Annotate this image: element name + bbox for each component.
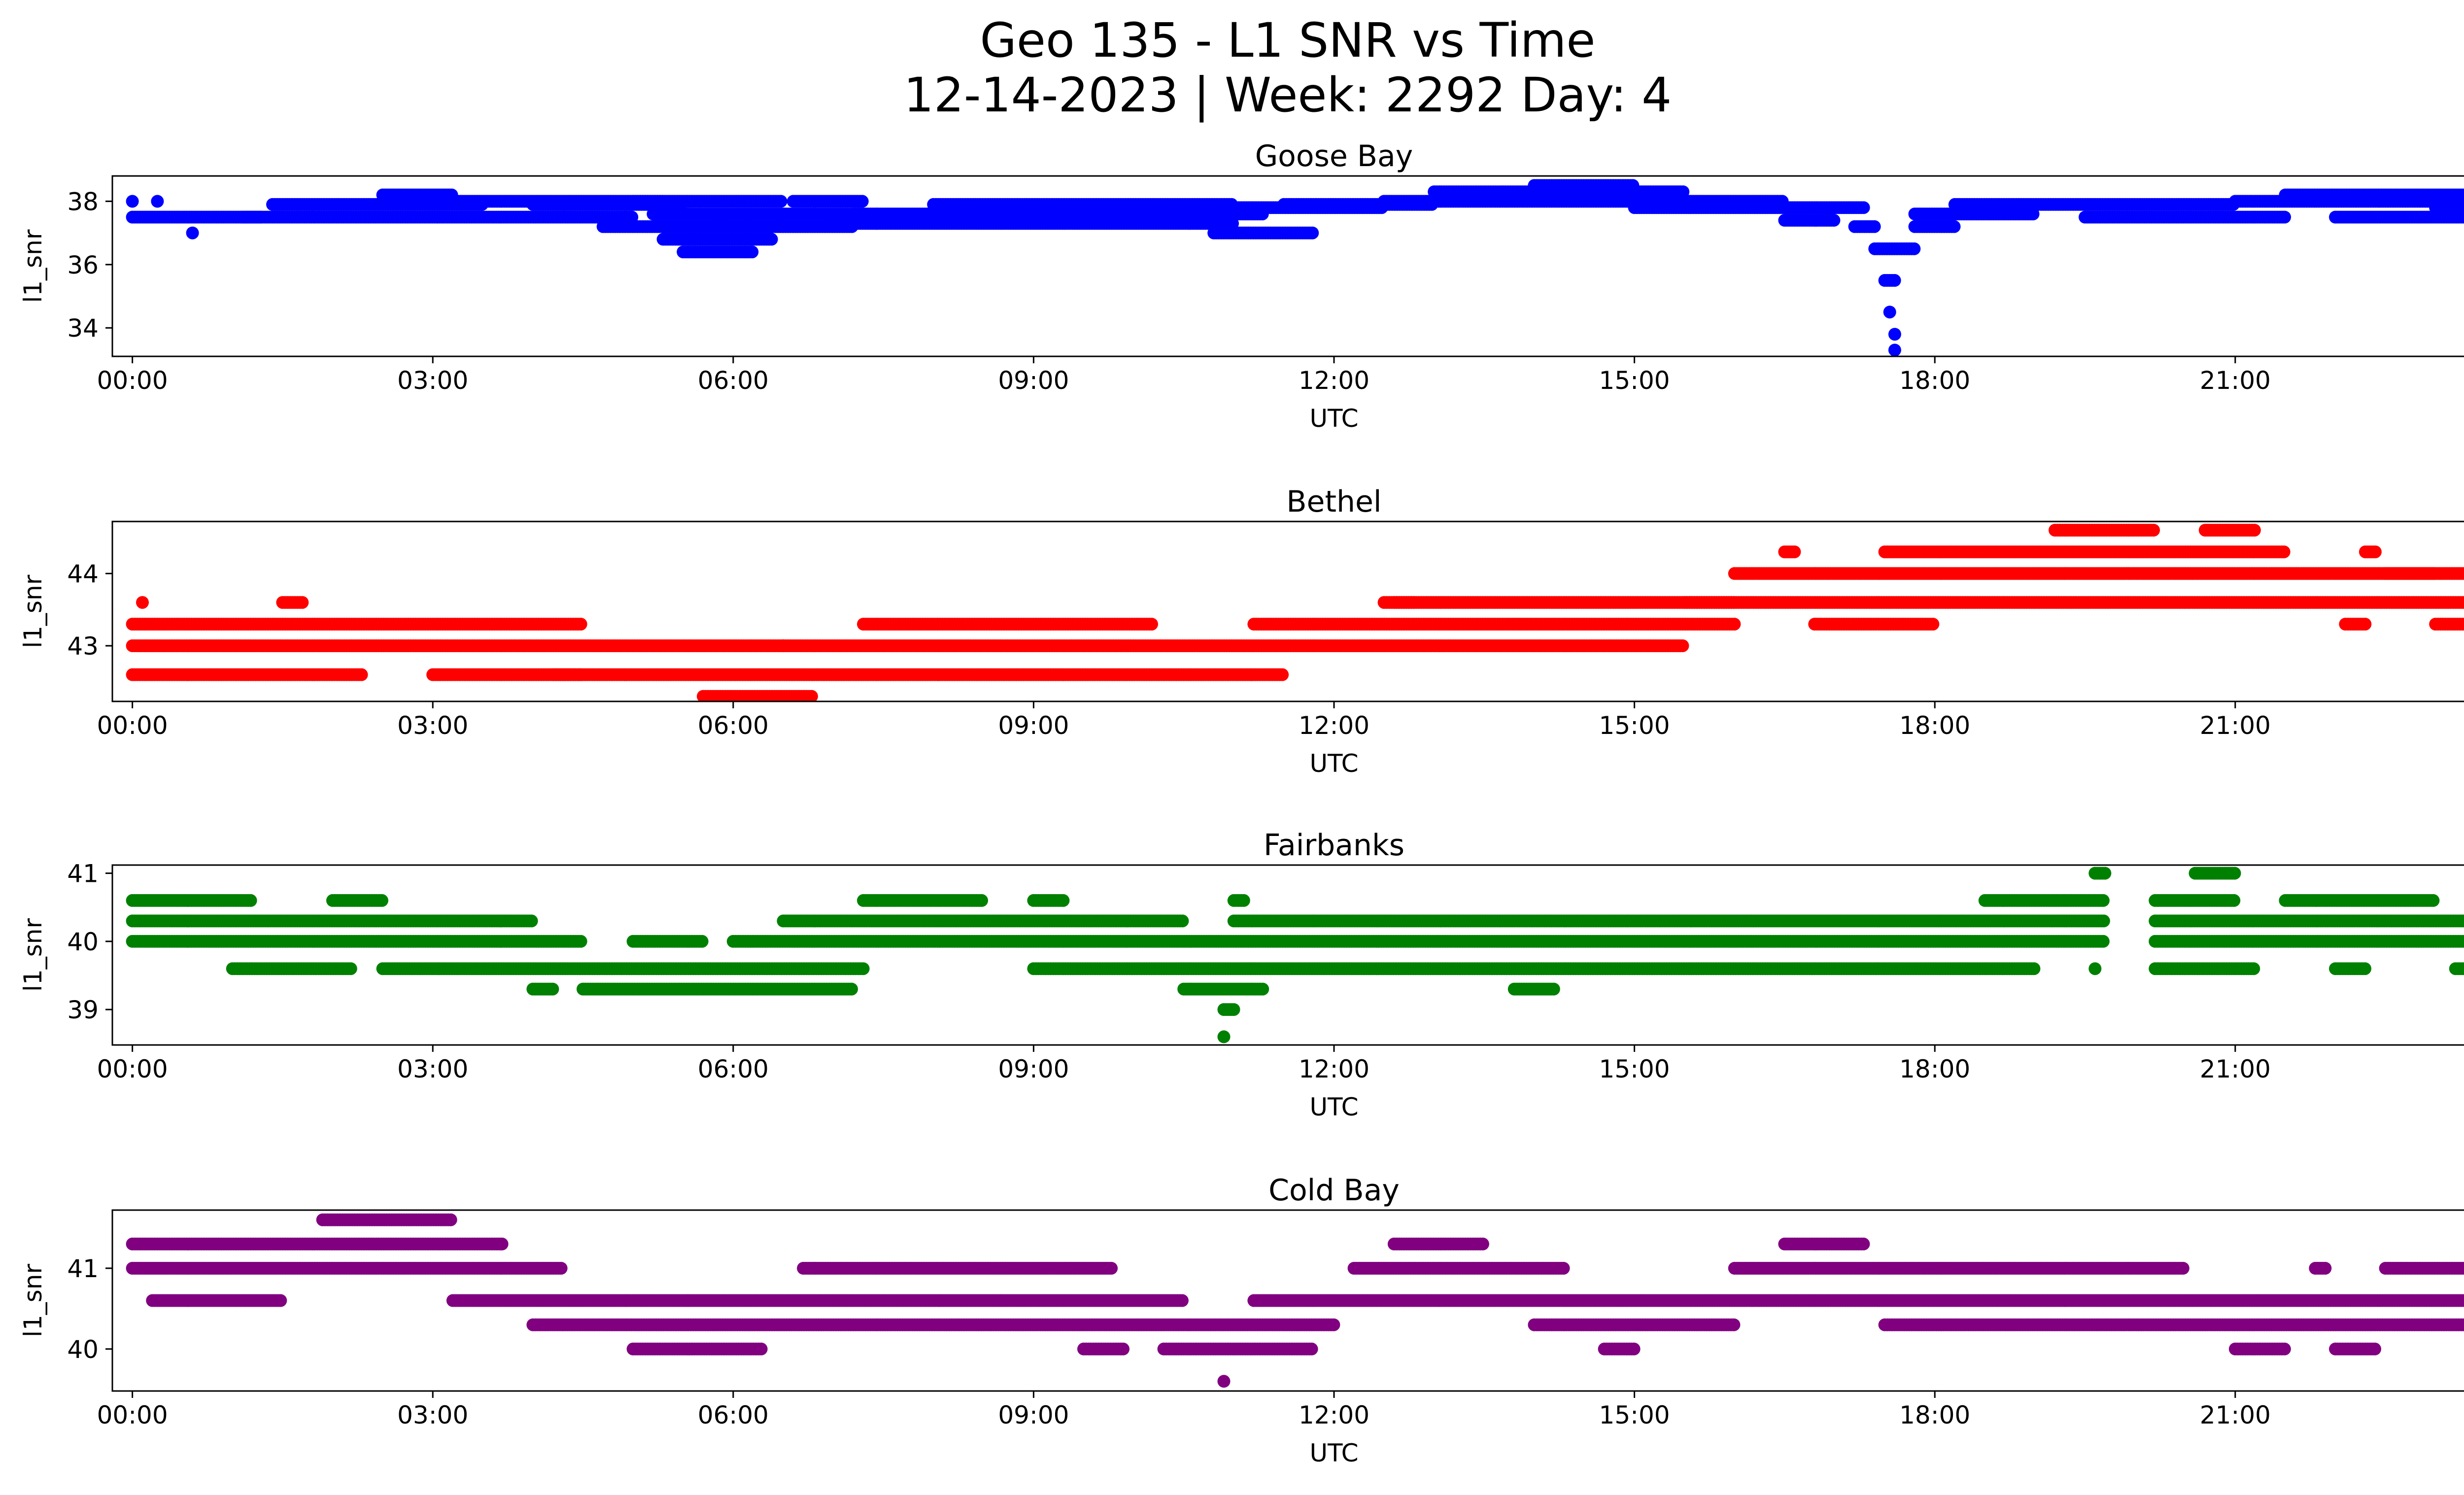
data-point xyxy=(1626,179,1640,192)
data-point xyxy=(1888,328,1901,341)
y-axis-label: l1_snr xyxy=(19,229,47,303)
figure-title-line-1: Geo 135 - L1 SNR vs Time xyxy=(980,13,1596,68)
data-point xyxy=(1407,596,1420,609)
y-tick-label: 34 xyxy=(67,314,99,343)
data-point xyxy=(746,245,759,259)
data-point xyxy=(2461,189,2464,201)
data-point xyxy=(2462,597,2464,608)
data-point xyxy=(1145,618,1158,631)
x-tick-label: 15:00 xyxy=(1599,366,1670,395)
data-point xyxy=(126,195,139,208)
data-point xyxy=(1948,220,1961,233)
subplot-title: Goose Bay xyxy=(1255,139,1413,174)
data-point xyxy=(1868,220,1881,233)
x-tick-label: 12:00 xyxy=(1299,366,1369,395)
data-point xyxy=(1827,213,1841,227)
x-tick-label: 00:00 xyxy=(97,366,168,395)
x-axis-label: UTC xyxy=(1309,404,1358,433)
data-point xyxy=(1776,195,1789,208)
data-point xyxy=(1857,201,1870,214)
x-tick-label: 06:00 xyxy=(698,366,769,395)
data-point xyxy=(296,596,309,609)
data-point xyxy=(1728,618,1741,631)
y-tick-label: 36 xyxy=(67,251,99,279)
data-point xyxy=(1888,274,1901,287)
data-point xyxy=(355,668,368,681)
figure-title-line-2: 12-14-2023 | Week: 2292 Day: 4 xyxy=(903,68,1672,123)
data-point xyxy=(186,226,199,240)
x-tick-label: 09:00 xyxy=(998,366,1069,395)
data-point xyxy=(1306,226,1319,240)
data-point xyxy=(151,195,164,208)
data-point xyxy=(774,195,787,208)
x-tick-label: 21:00 xyxy=(2200,366,2271,395)
data-point xyxy=(1883,306,1896,319)
data-point xyxy=(136,596,149,609)
data-point xyxy=(765,233,778,246)
data-points xyxy=(126,179,2464,356)
data-point xyxy=(1276,668,1289,681)
data-point xyxy=(2462,212,2464,222)
data-point xyxy=(2278,210,2291,224)
data-point xyxy=(1788,545,1801,558)
x-tick-label: 18:00 xyxy=(1899,366,1970,395)
data-point xyxy=(1888,344,1901,356)
y-tick-label: 38 xyxy=(67,187,99,216)
subplot-goose-bay: Goose Bay 00:00 03:00 06:00 09:00 12:00 15:00 1… xyxy=(19,139,2464,433)
data-point xyxy=(805,690,818,701)
data-points xyxy=(126,523,2464,701)
data-point xyxy=(574,618,587,631)
data-point xyxy=(1908,242,1921,255)
data-point xyxy=(2461,202,2464,213)
data-point xyxy=(856,195,869,208)
data-point xyxy=(1676,639,1689,653)
x-tick-label: 03:00 xyxy=(397,366,468,395)
